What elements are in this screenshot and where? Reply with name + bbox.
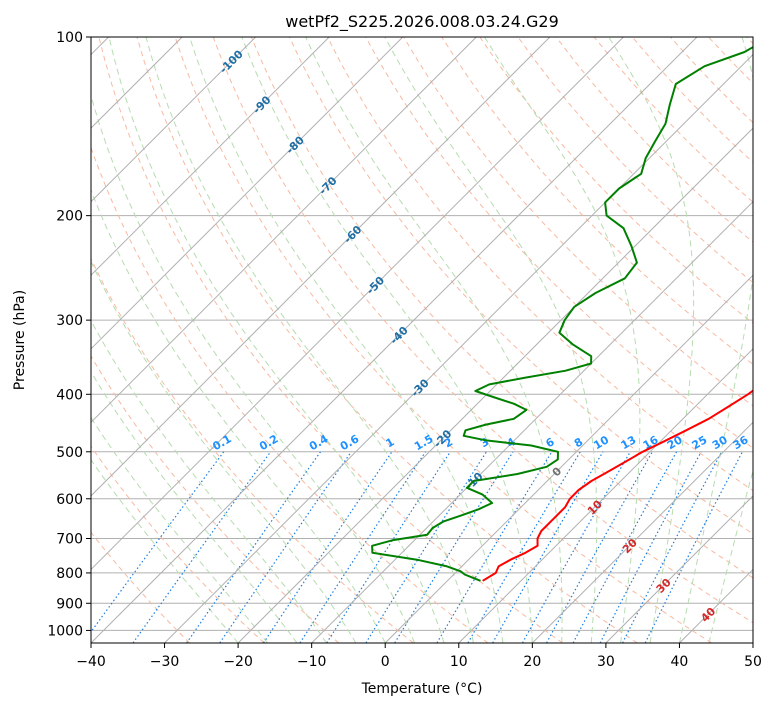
moist-adiabat-line [484,37,641,643]
y-tick-label: 600 [56,492,83,508]
mixing-ratio-line [262,451,393,643]
moist-adiabat-line [241,37,533,643]
isotherm-line [237,127,753,643]
y-tick-label: 400 [56,387,83,403]
dry-adiabat-line [91,531,191,643]
x-tick-label: 20 [523,654,541,670]
y-tick-label: 500 [56,445,83,461]
dry-adiabat-line [91,445,265,643]
x-tick-label: −10 [297,654,327,670]
profile-line [371,45,753,582]
mixing-ratio-line [326,451,451,643]
mixing-ratio-line [521,451,631,643]
moist-adiabat-line [108,37,445,643]
mixing-ratio-line [436,451,553,643]
isotherm-line [458,348,753,643]
isotherm-line [311,200,753,643]
moist-adiabat-line [678,37,753,643]
isotherm-line [164,53,753,643]
x-tick-label: 10 [450,654,468,670]
y-tick-label: 100 [56,30,83,46]
moist-adiabat-line [91,458,239,643]
dry-adiabat-line [250,37,753,579]
dry-adiabat-line [91,355,340,643]
chart-title: wetPf2_S225.2026.008.03.24.G29 [285,12,559,32]
isotherms [91,37,753,643]
dry-adiabat-line [91,146,489,643]
isotherm-line [91,37,404,350]
dry-adiabat-line [403,37,753,407]
isotherm-line [605,495,753,643]
moist-adiabat-line [145,37,474,643]
y-tick-label: 800 [56,566,83,582]
mixing-ratio-line [186,451,321,643]
mixing-ratio-line [365,451,487,643]
moist-adiabat-line [91,416,268,643]
dry-adiabat-line [98,37,563,643]
plot-frame [90,36,754,644]
mixing-ratio-line [299,451,426,643]
moist-adiabat-line [708,468,753,643]
y-tick-label: 300 [56,313,83,329]
x-tick-label: −40 [76,654,106,670]
isotherm-line [91,37,330,276]
mixing-ratio-line [572,451,678,643]
isotherm-line [531,421,753,643]
moist-adiabat-line [91,188,386,643]
moist-adiabat-line [91,319,327,643]
x-axis-label: Temperature (°C) [361,681,483,697]
mixing-ratio-line [132,451,272,643]
isotherm-line [91,37,551,497]
isotherm-line [91,37,477,424]
mixing-ratio-lines [91,451,743,643]
x-tick-label: 40 [671,654,689,670]
moist-adiabat-line [608,37,695,643]
y-axis-ticks: 100 200 300 400 500 600 700 800 900 1000 [47,30,91,639]
moist-adiabat-line [91,370,298,643]
y-tick-label: 1000 [47,623,83,639]
x-axis-ticks: −40 −30 −20 −10 0 10 20 30 40 50 [76,643,762,670]
y-tick-label: 900 [56,596,83,612]
x-tick-label: 0 [381,654,390,670]
y-axis-label: Pressure (hPa) [12,290,28,390]
mixing-ratio-line [91,451,225,633]
pressure-gridlines [91,37,753,631]
isotherm-line [91,37,698,643]
mixing-ratio-line [546,451,653,643]
mixing-ratio-line [599,451,702,643]
profile-line [482,389,753,582]
moist-adiabat-line [91,93,416,643]
moist-adiabat-line [384,37,598,643]
moist-adiabat-line [91,260,357,643]
moist-adiabat-line [189,37,504,643]
x-tick-label: −20 [223,654,253,670]
dry-adiabat-line [136,37,638,643]
y-tick-label: 200 [56,209,83,225]
moist-adiabats [91,37,753,643]
x-tick-label: −30 [150,654,180,670]
moist-adiabat-line [305,37,563,643]
y-tick-label: 700 [56,532,83,548]
isotherm-line [91,37,257,203]
dry-adiabat-line [174,37,713,643]
x-tick-label: 50 [744,654,762,670]
x-tick-label: 30 [597,654,615,670]
isotherm-line [91,37,624,571]
profile-series [371,45,753,582]
dry-adiabat-line [517,37,753,284]
isotherm-line [384,274,753,643]
mixing-ratio-line [219,451,352,643]
dry-adiabat-line [212,37,753,624]
dry-adiabat-line [441,37,753,365]
